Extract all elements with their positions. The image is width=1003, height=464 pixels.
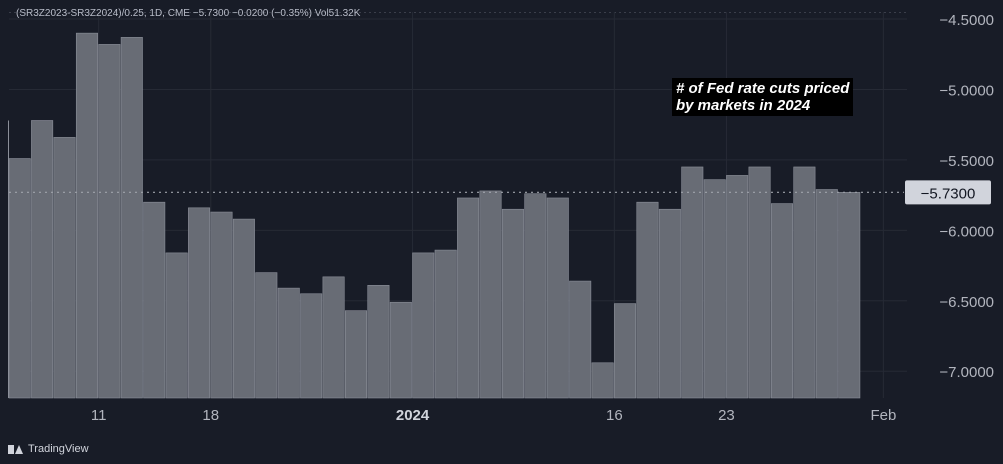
y-tick-label: −5.0000 bbox=[939, 82, 994, 99]
x-tick-label: 18 bbox=[202, 407, 219, 424]
bar bbox=[389, 301, 412, 399]
x-tick-label: 11 bbox=[91, 407, 107, 424]
bar bbox=[322, 276, 345, 399]
tradingview-logo[interactable]: TradingView bbox=[8, 443, 89, 455]
bar bbox=[703, 179, 726, 399]
annotation-line-1: # of Fed rate cuts priced bbox=[676, 80, 850, 97]
bar bbox=[344, 310, 367, 399]
x-axis: 11 18 2024 16 23 Feb bbox=[91, 407, 896, 424]
bar bbox=[726, 175, 749, 399]
y-tick-label: −4.5000 bbox=[939, 12, 994, 29]
bar bbox=[681, 166, 704, 399]
bar bbox=[300, 293, 323, 399]
x-tick-label: Feb bbox=[870, 407, 896, 424]
annotation-line-2: by markets in 2024 bbox=[676, 97, 811, 114]
bar bbox=[614, 303, 637, 399]
bar bbox=[120, 37, 143, 399]
price-chart[interactable]: −4.5000 −5.0000 −5.5000 −6.0000 −6.5000 −7.00… bbox=[0, 0, 1003, 440]
bar bbox=[31, 120, 54, 399]
symbol-legend: (SR3Z2023-SR3Z2024)/0.25, 1D, CME −5.730… bbox=[16, 8, 361, 19]
bar bbox=[479, 190, 502, 399]
chart-annotation: # of Fed rate cuts priced by markets in … bbox=[672, 78, 854, 116]
bar bbox=[143, 201, 166, 399]
bar bbox=[98, 44, 121, 399]
bar bbox=[546, 197, 569, 399]
bar bbox=[838, 192, 861, 399]
y-tick-label: −5.5000 bbox=[939, 153, 994, 170]
bar bbox=[8, 158, 31, 399]
bar bbox=[636, 201, 659, 399]
bar bbox=[75, 32, 98, 399]
x-tick-label: 2024 bbox=[396, 407, 430, 424]
y-tick-label: −7.0000 bbox=[939, 364, 994, 381]
tradingview-logo-text: TradingView bbox=[28, 443, 89, 455]
bar bbox=[457, 197, 480, 399]
bar bbox=[188, 207, 211, 399]
bar bbox=[658, 208, 681, 399]
bar bbox=[412, 252, 435, 399]
bar-series bbox=[8, 32, 861, 399]
bar bbox=[748, 166, 771, 399]
bar bbox=[591, 362, 614, 399]
last-price-label: −5.7300 bbox=[921, 185, 976, 202]
y-tick-label: −6.5000 bbox=[939, 294, 994, 311]
bar bbox=[367, 284, 390, 399]
bar bbox=[569, 280, 592, 399]
bar bbox=[434, 249, 457, 399]
y-tick-label: −6.0000 bbox=[939, 223, 994, 240]
y-axis: −4.5000 −5.0000 −5.5000 −6.0000 −6.5000 −7.00… bbox=[939, 12, 994, 381]
bar bbox=[815, 189, 838, 399]
bar bbox=[277, 287, 300, 399]
last-price-label-bg bbox=[905, 180, 991, 205]
last-price-marker: −5.7300 bbox=[9, 180, 991, 205]
footer-bar bbox=[0, 440, 1003, 464]
bar bbox=[793, 166, 816, 399]
bar bbox=[210, 211, 233, 399]
x-tick-label: 16 bbox=[606, 407, 623, 424]
bar bbox=[501, 208, 524, 399]
bar bbox=[165, 252, 188, 399]
bar bbox=[524, 193, 547, 399]
bar bbox=[53, 137, 76, 399]
tradingview-logo-icon bbox=[8, 444, 24, 455]
bar bbox=[255, 272, 278, 399]
x-tick-label: 23 bbox=[718, 407, 735, 424]
bar bbox=[232, 218, 255, 399]
bar bbox=[770, 203, 793, 399]
